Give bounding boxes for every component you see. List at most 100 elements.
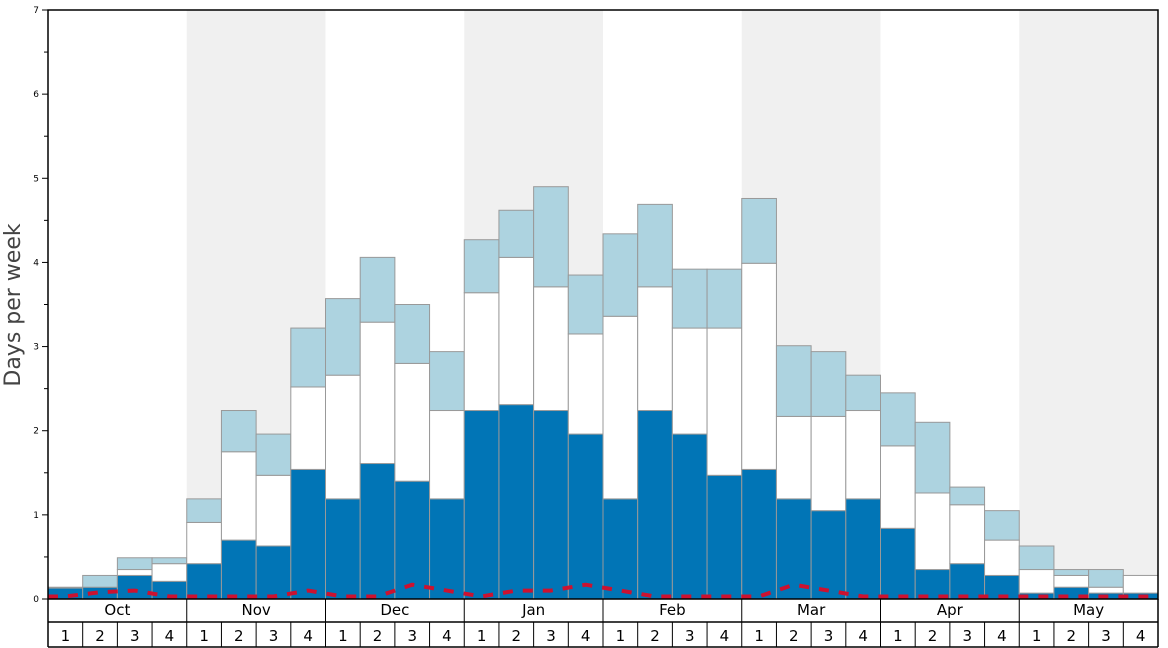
bar-segment-1 bbox=[637, 410, 673, 600]
week-label: 1 bbox=[1032, 627, 1042, 645]
bar-segment-2 bbox=[116, 569, 153, 576]
bar-segment-2 bbox=[290, 386, 326, 470]
week-label: 3 bbox=[1101, 627, 1111, 645]
bar-segment-1 bbox=[810, 510, 847, 600]
bar-segment-3 bbox=[914, 421, 951, 494]
bar-segment-3 bbox=[290, 327, 326, 388]
week-label: 1 bbox=[893, 627, 903, 645]
month-label: Jan bbox=[521, 601, 545, 619]
week-label: 4 bbox=[720, 627, 730, 645]
week-label: 3 bbox=[269, 627, 279, 645]
month-label: May bbox=[1073, 601, 1104, 619]
bar-segment-2 bbox=[602, 315, 639, 500]
bar-segment-2 bbox=[151, 563, 188, 582]
bar-segment-3 bbox=[775, 345, 812, 417]
bar-segment-3 bbox=[671, 268, 708, 329]
dashed-line-layer bbox=[48, 582, 1158, 599]
bar-segment-1 bbox=[498, 404, 535, 600]
bar-segment-3 bbox=[186, 498, 222, 523]
bar-segment-3 bbox=[949, 486, 986, 506]
week-label: 1 bbox=[199, 627, 209, 645]
month-label: Feb bbox=[659, 601, 686, 619]
bar-segment-2 bbox=[671, 327, 708, 435]
week-label: 2 bbox=[650, 627, 660, 645]
bar-segment-2 bbox=[775, 415, 812, 500]
week-label: 3 bbox=[407, 627, 417, 645]
bar-segment-1 bbox=[255, 545, 292, 600]
month-label: Dec bbox=[380, 601, 409, 619]
week-label: 2 bbox=[512, 627, 522, 645]
bar-segment-1 bbox=[186, 563, 222, 600]
month-label: Nov bbox=[241, 601, 270, 619]
bar-segment-3 bbox=[845, 374, 881, 412]
bar-segment-2 bbox=[220, 451, 257, 541]
bar-segment-1 bbox=[290, 468, 326, 600]
bar-segment-3 bbox=[741, 197, 777, 264]
bar-segment-1 bbox=[533, 410, 569, 600]
bar-segment-2 bbox=[359, 321, 396, 465]
dashed-series-line bbox=[48, 582, 1158, 599]
bar-segment-2 bbox=[325, 374, 361, 500]
bar-segment-3 bbox=[325, 298, 361, 376]
bar-segment-2 bbox=[637, 286, 673, 412]
y-tick-label: 3 bbox=[33, 343, 39, 353]
week-label: 4 bbox=[165, 627, 175, 645]
bar-segment-3 bbox=[463, 239, 500, 294]
bar-segment-1 bbox=[325, 498, 361, 600]
bar-segment-2 bbox=[1088, 586, 1124, 594]
week-label: 4 bbox=[1136, 627, 1146, 645]
month-band bbox=[1019, 10, 1158, 599]
bar-segment-1 bbox=[741, 468, 777, 600]
bar-segment-1 bbox=[567, 433, 604, 600]
bar-segment-3 bbox=[47, 586, 84, 589]
bar-segment-3 bbox=[82, 574, 118, 588]
bar-segment-2 bbox=[914, 492, 951, 571]
bar-segment-3 bbox=[116, 557, 153, 571]
week-label: 2 bbox=[928, 627, 938, 645]
bar-segment-3 bbox=[429, 351, 465, 412]
week-label: 3 bbox=[546, 627, 556, 645]
bar-segment-1 bbox=[602, 498, 639, 600]
bar-segment-1 bbox=[706, 474, 743, 600]
bar-segment-2 bbox=[255, 474, 292, 547]
month-label: Mar bbox=[797, 601, 826, 619]
bar-segment-3 bbox=[220, 410, 257, 453]
x-axis: Oct Nov Dec Jan Feb Mar Apr May 1 2 3 4 1 2 3 4 1 2 3 4 1 2 3 4… bbox=[47, 599, 1159, 648]
bar-segment-3 bbox=[567, 274, 604, 335]
y-tick-label: 4 bbox=[33, 258, 39, 268]
bar-segment-1 bbox=[429, 498, 465, 600]
bar-segment-1 bbox=[220, 539, 257, 600]
week-label: 3 bbox=[130, 627, 140, 645]
bar-segment-1 bbox=[463, 410, 500, 600]
bar-segment-3 bbox=[984, 510, 1020, 541]
bar-segment-1 bbox=[116, 574, 153, 600]
bar-segment-2 bbox=[1018, 569, 1055, 594]
bars bbox=[47, 186, 1159, 600]
bar-segment-2 bbox=[949, 504, 986, 565]
bar-segment-2 bbox=[394, 362, 431, 482]
week-label: 1 bbox=[338, 627, 348, 645]
week-label: 2 bbox=[1067, 627, 1077, 645]
week-label: 4 bbox=[581, 627, 591, 645]
y-tick-label: 0 bbox=[33, 595, 39, 605]
y-tick-label: 7 bbox=[33, 6, 39, 16]
bar-segment-3 bbox=[602, 233, 639, 317]
bar-segment-3 bbox=[706, 268, 743, 329]
bar-segment-3 bbox=[880, 392, 916, 447]
bar-segment-2 bbox=[429, 410, 465, 500]
bar-segment-3 bbox=[810, 351, 847, 417]
week-label: 3 bbox=[824, 627, 834, 645]
bar-segment-2 bbox=[186, 521, 222, 565]
week-label: 1 bbox=[61, 627, 71, 645]
bar-segment-2 bbox=[1122, 574, 1159, 594]
bar-segment-1 bbox=[394, 480, 431, 600]
y-tick-label: 2 bbox=[33, 427, 39, 437]
bar-segment-3 bbox=[498, 209, 535, 258]
bar-segment-2 bbox=[463, 292, 500, 412]
bar-segment-1 bbox=[845, 498, 881, 600]
bar-segment-2 bbox=[741, 262, 777, 470]
week-label: 2 bbox=[234, 627, 244, 645]
bar-segment-2 bbox=[498, 256, 535, 406]
bar-segment-2 bbox=[533, 286, 569, 412]
